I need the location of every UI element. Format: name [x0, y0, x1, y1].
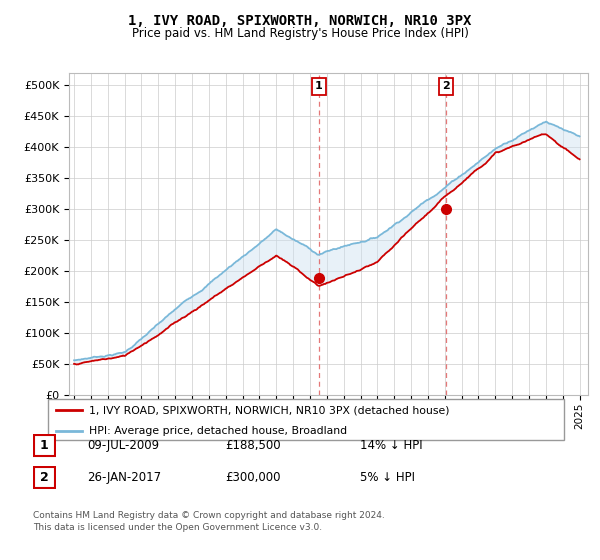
Text: 2: 2 [442, 81, 450, 91]
Text: HPI: Average price, detached house, Broadland: HPI: Average price, detached house, Broa… [89, 426, 347, 436]
Text: 2: 2 [40, 471, 49, 484]
Text: £188,500: £188,500 [225, 438, 281, 452]
Text: 09-JUL-2009: 09-JUL-2009 [87, 438, 159, 452]
Text: 5% ↓ HPI: 5% ↓ HPI [360, 470, 415, 484]
Text: Contains HM Land Registry data © Crown copyright and database right 2024.
This d: Contains HM Land Registry data © Crown c… [33, 511, 385, 531]
Text: 1: 1 [40, 439, 49, 452]
Text: 1, IVY ROAD, SPIXWORTH, NORWICH, NR10 3PX (detached house): 1, IVY ROAD, SPIXWORTH, NORWICH, NR10 3P… [89, 405, 450, 415]
Text: £300,000: £300,000 [225, 470, 281, 484]
Text: 14% ↓ HPI: 14% ↓ HPI [360, 438, 422, 452]
Text: 26-JAN-2017: 26-JAN-2017 [87, 470, 161, 484]
Text: 1, IVY ROAD, SPIXWORTH, NORWICH, NR10 3PX: 1, IVY ROAD, SPIXWORTH, NORWICH, NR10 3P… [128, 14, 472, 28]
Text: Price paid vs. HM Land Registry's House Price Index (HPI): Price paid vs. HM Land Registry's House … [131, 27, 469, 40]
Text: 1: 1 [315, 81, 323, 91]
